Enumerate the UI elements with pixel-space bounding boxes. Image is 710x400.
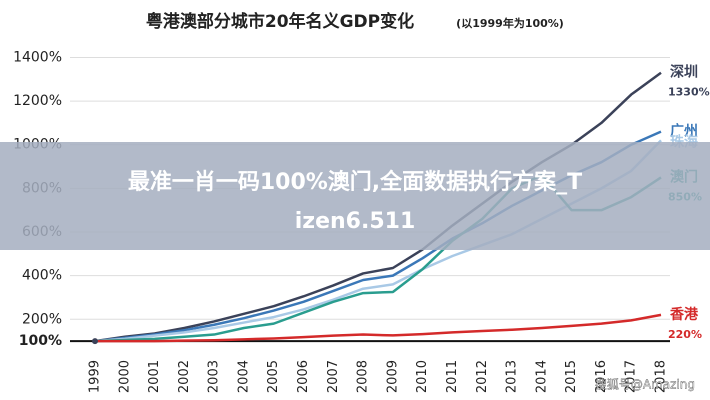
chart-title: 粤港澳部分城市20年名义GDP变化 (146, 11, 414, 32)
y-tick-label: 400% (22, 268, 62, 284)
chart-subtitle: (以1999年为100%) (456, 16, 564, 30)
x-tick-label: 2008 (356, 360, 371, 393)
x-tick-label: 1999 (88, 360, 103, 393)
x-tick-label: 2014 (534, 360, 549, 393)
x-tick-label: 2016 (594, 360, 609, 393)
x-tick-label: 2017 (624, 360, 639, 393)
banner-text: 最准一肖一码100%澳门,全面数据执行方案_T (128, 169, 582, 195)
legend-label: 深圳 (670, 64, 698, 81)
x-tick-label: 2002 (177, 360, 192, 393)
x-tick-label: 2000 (117, 360, 132, 393)
banner-bg (0, 142, 710, 250)
y-tick-label: 100% (19, 333, 62, 349)
data-label: 220% (668, 328, 702, 341)
x-tick-label: 2005 (266, 360, 281, 393)
x-tick-label: 2012 (475, 360, 490, 393)
x-tick-label: 2004 (236, 360, 251, 393)
x-tick-label: 2006 (296, 360, 311, 393)
data-label: 1330% (668, 86, 710, 99)
x-tick-label: 2015 (564, 360, 579, 393)
y-tick-label: 1400% (13, 49, 62, 65)
watermark: 搜狐号@Amazing (595, 377, 695, 392)
origin-dot (92, 338, 98, 345)
y-tick-label: 1200% (13, 93, 62, 109)
x-tick-label: 2010 (415, 360, 430, 393)
x-tick-label: 2009 (385, 360, 400, 393)
banner-text: izen6.511 (295, 209, 416, 234)
x-tick-label: 2013 (505, 360, 520, 393)
series-line (95, 313, 662, 343)
x-tick-label: 2001 (147, 360, 162, 393)
x-tick-label: 2007 (326, 360, 341, 393)
legend-label: 广州 (670, 123, 698, 140)
x-tick-label: 2018 (654, 360, 669, 393)
y-tick-label: 200% (22, 311, 62, 327)
legend-label: 香港 (669, 306, 699, 323)
x-tick-label: 2003 (207, 360, 222, 393)
x-tick-label: 2011 (445, 360, 460, 393)
